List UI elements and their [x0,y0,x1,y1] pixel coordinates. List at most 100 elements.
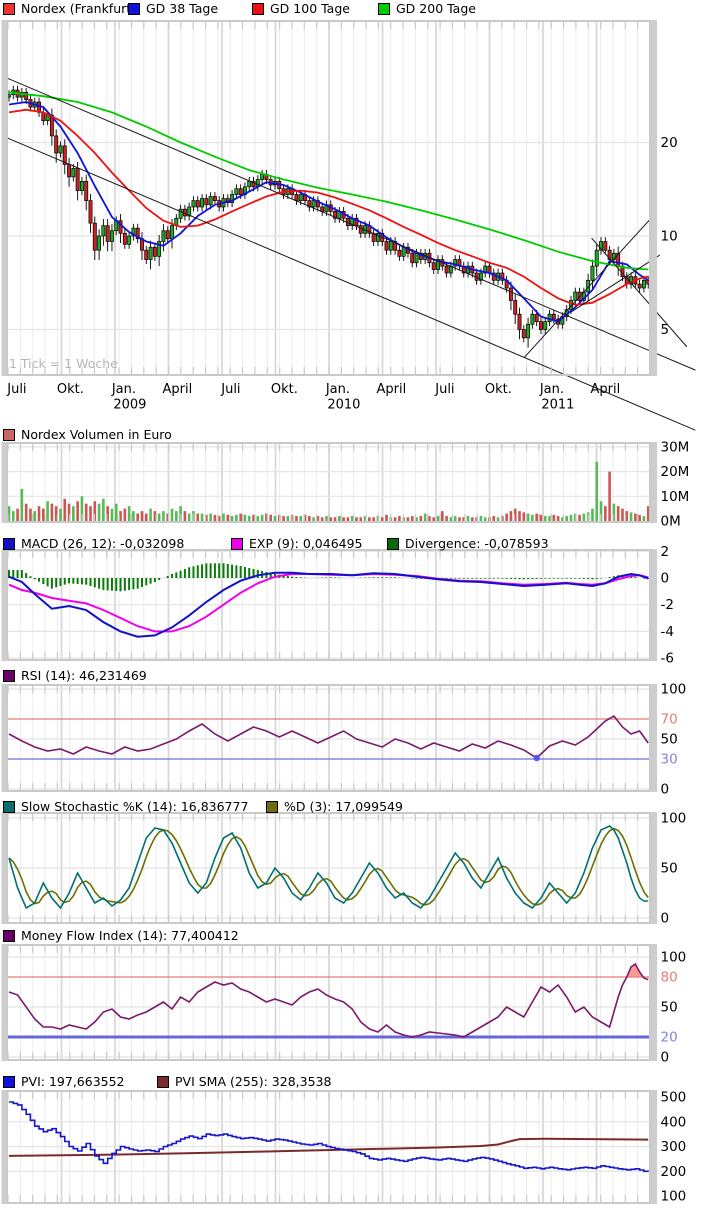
legend-label: GD 38 Tage [146,1,219,16]
legend-item-rsi-0: RSI (14): 46,231469 [3,668,147,683]
y-axis-label: 10 [661,229,678,245]
y-axis-label: 0 [661,571,670,587]
legend-label: Divergence: -0,078593 [405,536,549,551]
y-axis-label: 0 [661,1050,670,1066]
legend-swatch-icon [3,669,15,682]
legend-label: GD 100 Tage [270,1,350,16]
trendline [2,135,696,431]
y-axis-label: 50 [661,1000,678,1016]
legend-label: GD 200 Tage [396,1,476,16]
x-axis-month-label: April [591,382,621,397]
mfi-panel: 100 80 50 20 0 [1,944,687,1066]
legend-pvi: PVI: 197,663552 PVI SMA (255): 328,3538 [0,1074,708,1090]
legend-label: RSI (14): 46,231469 [21,668,147,683]
x-axis-month-label: Juli [434,382,454,397]
legend-item-main-0: Nordex (Frankfurt) [3,1,136,16]
y-axis-label: -6 [661,651,674,667]
legend-label: PVI: 197,663552 [21,1074,125,1089]
legend-item-pvi-1: PVI SMA (255): 328,3538 [157,1074,331,1089]
x-axis-month-label: Okt. [485,382,512,397]
legend-item-stoch-1: %D (3): 17,099549 [266,799,403,814]
legend-swatch-icon [231,537,243,550]
legend-stoch: Slow Stochastic %K (14): 16,836777 %D (3)… [0,799,708,815]
y-axis-label: -2 [661,597,674,613]
legend-swatch-icon [157,1075,169,1088]
trendline [591,237,688,348]
y-axis-label: 500 [661,1090,687,1106]
y-axis-label: 0 [661,782,670,798]
y-axis-label: 20 [661,135,678,151]
y-axis-label: 10M [661,489,690,505]
y-axis-label: 80 [661,970,678,986]
legend-label: Slow Stochastic %K (14): 16,836777 [21,799,249,814]
legend-label: Nordex Volumen in Euro [21,427,172,442]
legend-label: MACD (26, 12): -0,032098 [21,536,185,551]
y-axis-label: 30M [661,439,690,455]
x-axis-month-label: April [163,382,193,397]
y-axis-label: 400 [661,1114,687,1130]
legend-swatch-icon [3,537,15,550]
y-axis-label: 50 [661,861,678,877]
x-axis-month-label: Jan. [325,382,350,397]
y-axis-label: 30 [661,752,678,768]
trendline [523,211,658,359]
x-axis-month-label: Juli [220,382,240,397]
legend-item-mfi-0: Money Flow Index (14): 77,400412 [3,928,239,943]
legend-item-volume-0: Nordex Volumen in Euro [3,427,172,442]
rsi-panel: 100 70 50 30 0 [1,682,686,798]
stoch-panel: 100 50 0 [1,811,687,927]
legend-swatch-icon [3,929,15,942]
legend-item-macd-1: EXP (9): 0,046495 [231,536,363,551]
x-axis-month-label: Juli [6,382,26,397]
rsi-oversold-dot [533,754,540,762]
x-axis-year-label: 2010 [327,398,360,413]
legend-item-pvi-0: PVI: 197,663552 [3,1074,125,1089]
legend-label: Nordex (Frankfurt) [21,1,137,16]
volume-panel: 30M 20M 10M 0M [1,439,690,530]
legend-rsi: RSI (14): 46,231469 [0,668,708,684]
legend-swatch-icon [3,2,15,15]
x-axis-year-label: 2011 [541,398,574,413]
legend-label: %D (3): 17,099549 [284,799,403,814]
legend-item-main-3: GD 200 Tage [378,1,476,16]
legend-item-main-2: GD 100 Tage [252,1,350,16]
x-axis-month-label: Okt. [271,382,298,397]
legend-swatch-icon [3,800,15,813]
legend-item-stoch-0: Slow Stochastic %K (14): 16,836777 [3,799,248,814]
legend-swatch-icon [378,2,390,15]
legend-macd: MACD (26, 12): -0,032098 EXP (9): 0,04649… [0,536,708,552]
legend-swatch-icon [3,428,15,441]
y-axis-label: 200 [661,1164,687,1180]
y-axis-label: 100 [661,950,687,966]
y-axis-label: 50 [661,732,678,748]
ma-line [8,91,649,271]
x-axis-month-label: Okt. [57,382,84,397]
ma-line [8,108,649,306]
trendline [2,75,696,371]
y-axis-label: 0M [661,514,681,530]
legend-label: PVI SMA (255): 328,3538 [175,1074,332,1089]
y-axis-label: 0 [661,911,670,927]
y-axis-label: 20 [661,1030,678,1046]
x-axis-year-label: 2009 [113,398,146,413]
y-axis-label: 100 [661,811,687,827]
ma-line [8,101,649,323]
legend-swatch-icon [3,1075,15,1088]
y-axis-label: 70 [661,712,678,728]
legend-item-macd-0: MACD (26, 12): -0,032098 [3,536,184,551]
legend-swatch-icon [387,537,399,550]
y-axis-label: -4 [661,624,674,640]
x-axis-month-label: Jan. [111,382,136,397]
legend-swatch-icon [128,2,140,15]
trendline [570,254,661,313]
legend-volume: Nordex Volumen in Euro [0,427,708,443]
x-axis-month-label: Jan. [539,382,564,397]
legend-swatch-icon [266,800,278,813]
y-axis-label: 20M [661,464,690,480]
y-axis-label: 100 [661,1189,687,1205]
y-axis-label: 300 [661,1139,687,1155]
